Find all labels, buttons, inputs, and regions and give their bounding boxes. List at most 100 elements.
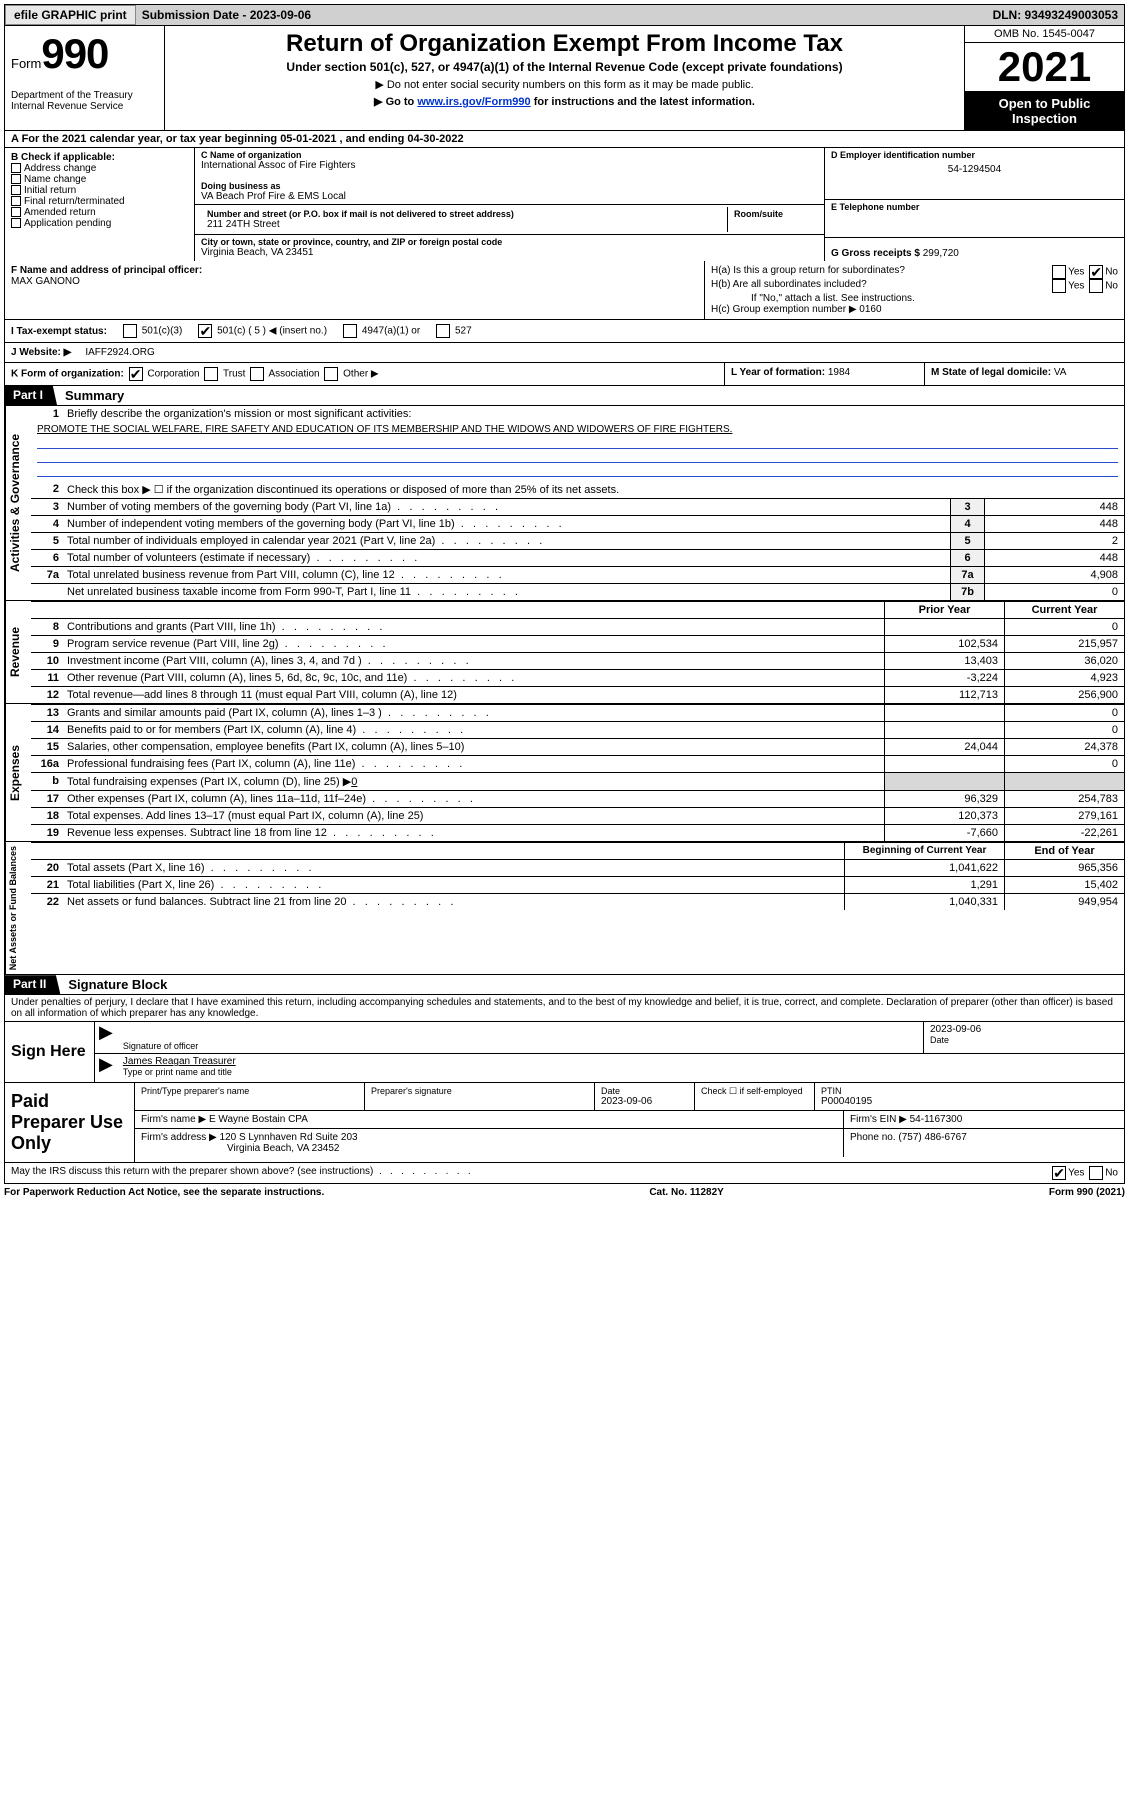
chk-name-change[interactable] xyxy=(11,174,21,184)
column-b-checkboxes: B Check if applicable: Address change Na… xyxy=(5,148,195,261)
c18: 279,161 xyxy=(1004,808,1124,824)
side-revenue: Revenue xyxy=(5,601,31,703)
irs-link[interactable]: www.irs.gov/Form990 xyxy=(417,96,530,108)
signature-declaration: Under penalties of perjury, I declare th… xyxy=(4,995,1125,1083)
org-name: International Assoc of Fire Fighters xyxy=(201,160,818,171)
c8: 0 xyxy=(1004,619,1124,635)
c21: 15,402 xyxy=(1004,877,1124,893)
chk-4947[interactable] xyxy=(343,324,357,338)
city-state-zip: Virginia Beach, VA 23451 xyxy=(201,247,818,258)
top-toolbar: efile GRAPHIC print Submission Date - 20… xyxy=(4,4,1125,26)
c17: 254,783 xyxy=(1004,791,1124,807)
fundraising-total: 0 xyxy=(351,776,357,788)
val-3: 448 xyxy=(984,499,1124,515)
val-7b: 0 xyxy=(984,584,1124,600)
form-footer: Form 990 (2021) xyxy=(1049,1187,1125,1198)
column-c-org: C Name of organization International Ass… xyxy=(195,148,824,261)
chk-trust[interactable] xyxy=(204,367,218,381)
tax-year: 2021 xyxy=(965,43,1124,92)
chk-501c3[interactable] xyxy=(123,324,137,338)
website-value: IAFF2924.ORG xyxy=(85,347,154,358)
irs-discuss-row: May the IRS discuss this return with the… xyxy=(4,1163,1125,1184)
chk-final-return[interactable] xyxy=(11,196,21,206)
omb-number: OMB No. 1545-0047 xyxy=(965,26,1124,43)
chk-other[interactable] xyxy=(324,367,338,381)
p17: 96,329 xyxy=(884,791,1004,807)
row-a-tax-year: A For the 2021 calendar year, or tax yea… xyxy=(4,131,1125,148)
header-middle: Return of Organization Exempt From Incom… xyxy=(165,26,964,130)
part-i-header: Part I Summary xyxy=(4,386,1125,406)
ptin-value: P00040195 xyxy=(821,1096,1118,1107)
header-left: Form990 Department of the Treasury Inter… xyxy=(5,26,165,130)
row-i-tax-status: I Tax-exempt status: 501(c)(3) 501(c) ( … xyxy=(4,320,1125,343)
c10: 36,020 xyxy=(1004,653,1124,669)
form-note-1: ▶ Do not enter social security numbers o… xyxy=(171,78,958,91)
section-revenue: Revenue Prior YearCurrent Year 8Contribu… xyxy=(4,601,1125,704)
efile-print-button[interactable]: efile GRAPHIC print xyxy=(5,5,136,25)
cat-no: Cat. No. 11282Y xyxy=(649,1187,723,1198)
p10: 13,403 xyxy=(884,653,1004,669)
street-address: 211 24TH Street xyxy=(207,219,721,230)
firm-addr2: Virginia Beach, VA 23452 xyxy=(141,1143,837,1154)
chk-ha-no[interactable] xyxy=(1089,265,1103,279)
chk-address-change[interactable] xyxy=(11,163,21,173)
submission-date-label: Submission Date - 2023-09-06 xyxy=(136,6,317,24)
chk-association[interactable] xyxy=(250,367,264,381)
val-6: 448 xyxy=(984,550,1124,566)
chk-discuss-yes[interactable] xyxy=(1052,1166,1066,1180)
chk-corporation[interactable] xyxy=(129,367,143,381)
section-expenses: Expenses 13Grants and similar amounts pa… xyxy=(4,704,1125,842)
group-exemption: H(c) Group exemption number ▶ 0160 xyxy=(711,304,1118,315)
c16a: 0 xyxy=(1004,756,1124,772)
chk-hb-yes[interactable] xyxy=(1052,279,1066,293)
year-formation: 1984 xyxy=(828,367,850,378)
p22: 1,040,331 xyxy=(844,894,1004,910)
p8 xyxy=(884,619,1004,635)
p12: 112,713 xyxy=(884,687,1004,703)
c15: 24,378 xyxy=(1004,739,1124,755)
chk-amended-return[interactable] xyxy=(11,207,21,217)
prep-date: 2023-09-06 xyxy=(601,1096,688,1107)
val-4: 448 xyxy=(984,516,1124,532)
chk-501c[interactable] xyxy=(198,324,212,338)
paid-preparer-block: Paid Preparer Use Only Print/Type prepar… xyxy=(4,1083,1125,1163)
chk-initial-return[interactable] xyxy=(11,185,21,195)
p15: 24,044 xyxy=(884,739,1004,755)
form-label: Form xyxy=(11,56,41,71)
c14: 0 xyxy=(1004,722,1124,738)
firm-phone: (757) 486-6767 xyxy=(898,1132,966,1143)
p18: 120,373 xyxy=(884,808,1004,824)
state-domicile: VA xyxy=(1054,367,1067,378)
side-expenses: Expenses xyxy=(5,704,31,841)
chk-application-pending[interactable] xyxy=(11,218,21,228)
c11: 4,923 xyxy=(1004,670,1124,686)
entity-block: B Check if applicable: Address change Na… xyxy=(4,148,1125,261)
column-d-ein: D Employer identification number 54-1294… xyxy=(824,148,1124,261)
chk-discuss-no[interactable] xyxy=(1089,1166,1103,1180)
p14 xyxy=(884,722,1004,738)
val-7a: 4,908 xyxy=(984,567,1124,583)
section-net-assets: Net Assets or Fund Balances Beginning of… xyxy=(4,842,1125,975)
c19: -22,261 xyxy=(1004,825,1124,841)
form-number: 990 xyxy=(41,30,108,77)
chk-ha-yes[interactable] xyxy=(1052,265,1066,279)
val-5: 2 xyxy=(984,533,1124,549)
chk-hb-no[interactable] xyxy=(1089,279,1103,293)
c20: 965,356 xyxy=(1004,860,1124,876)
dln-label: DLN: 93493249003053 xyxy=(987,6,1124,24)
dba-name: VA Beach Prof Fire & EMS Local xyxy=(201,191,818,202)
c9: 215,957 xyxy=(1004,636,1124,652)
p20: 1,041,622 xyxy=(844,860,1004,876)
principal-officer: MAX GANONO xyxy=(11,276,698,287)
firm-name: E Wayne Bostain CPA xyxy=(209,1114,308,1125)
sig-date: 2023-09-06 xyxy=(930,1024,1118,1035)
sign-here-label: Sign Here xyxy=(5,1022,95,1082)
form-note-2: ▶ Go to www.irs.gov/Form990 for instruct… xyxy=(171,95,958,108)
paperwork-notice: For Paperwork Reduction Act Notice, see … xyxy=(4,1184,1125,1201)
p21: 1,291 xyxy=(844,877,1004,893)
p9: 102,534 xyxy=(884,636,1004,652)
chk-527[interactable] xyxy=(436,324,450,338)
form-header: Form990 Department of the Treasury Inter… xyxy=(4,26,1125,131)
p13 xyxy=(884,705,1004,721)
part-ii-header: Part II Signature Block xyxy=(4,975,1125,995)
